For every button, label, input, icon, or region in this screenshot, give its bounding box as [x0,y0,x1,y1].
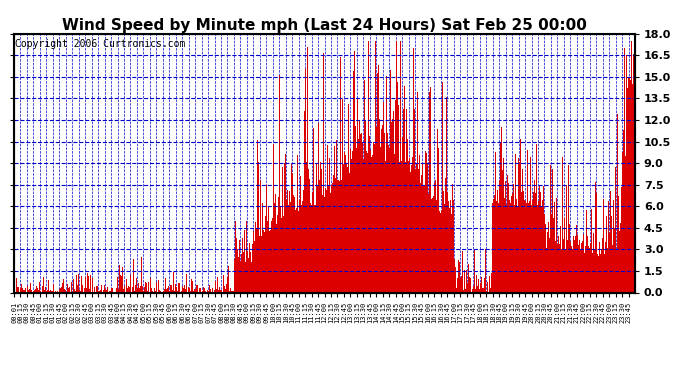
Title: Wind Speed by Minute mph (Last 24 Hours) Sat Feb 25 00:00: Wind Speed by Minute mph (Last 24 Hours)… [62,18,586,33]
Text: Copyright 2006 Curtronics.com: Copyright 2006 Curtronics.com [15,39,186,49]
